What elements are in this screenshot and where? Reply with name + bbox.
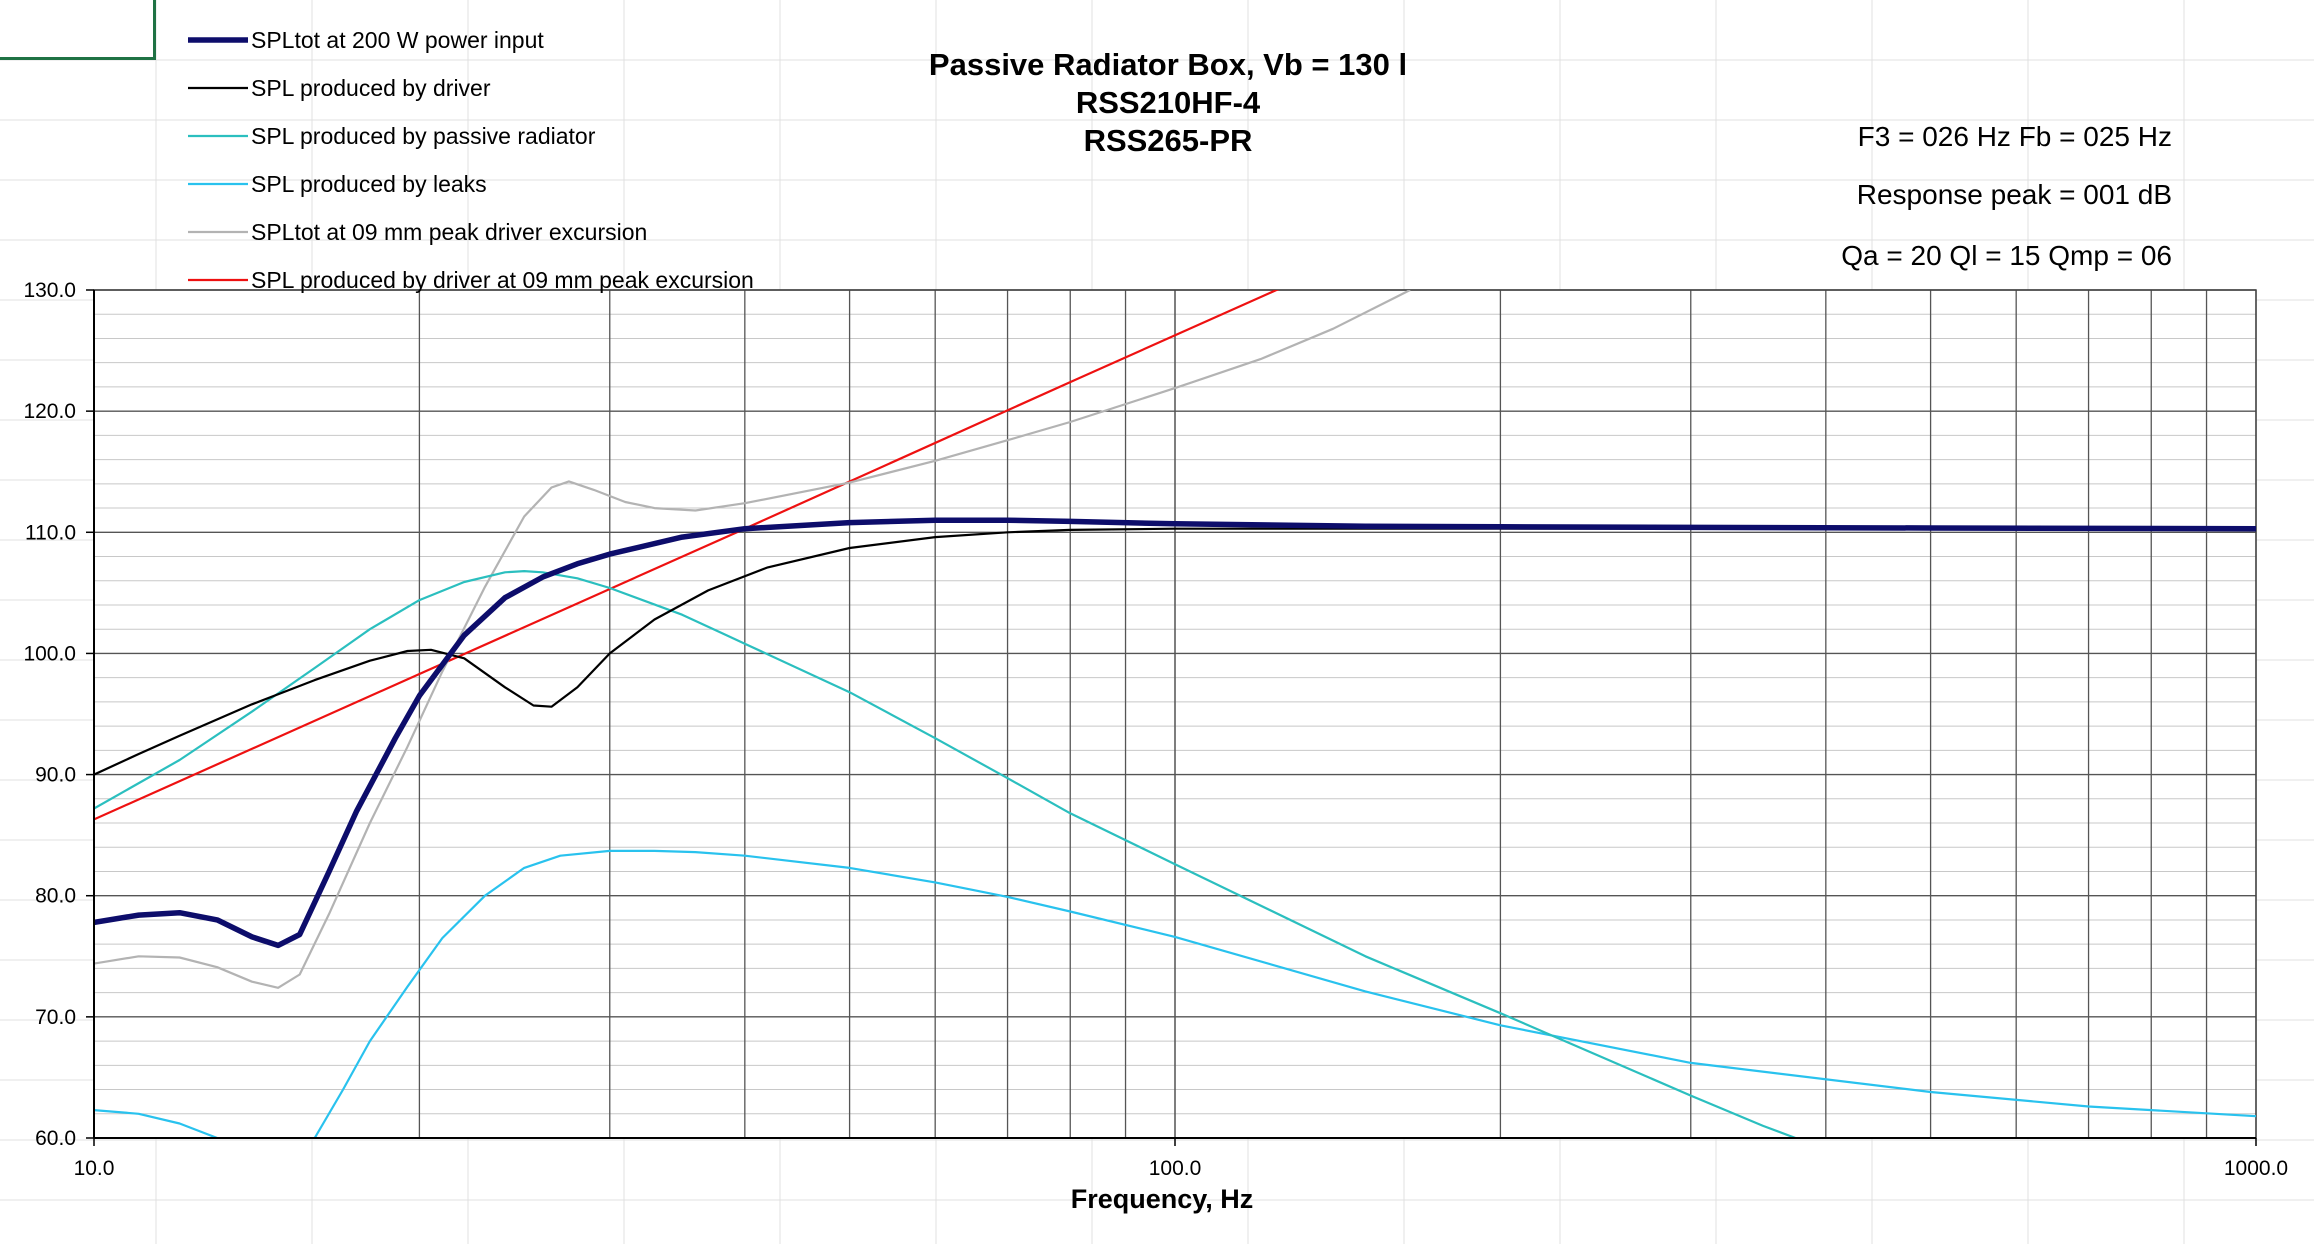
y-tick-label: 100.0	[23, 642, 76, 665]
info-q-values: Qa = 20 Ql = 15 Qmp = 06	[1841, 240, 2172, 271]
y-tick-label: 120.0	[23, 400, 76, 423]
chart-title-line-3: RSS265-PR	[1084, 123, 1253, 158]
legend-label-5: SPL produced by driver at 09 mm peak exc…	[251, 267, 754, 293]
legend: SPLtot at 200 W power input SPL produced …	[188, 27, 754, 293]
y-tick-label: 110.0	[25, 521, 76, 544]
plot-axes: 60.0 70.0 80.0 90.0 100.0 110.0 120.0 130.0 10.0…	[23, 279, 2288, 1180]
legend-label-0: SPLtot at 200 W power input	[251, 27, 544, 53]
y-tick-label: 90.0	[35, 764, 76, 787]
y-tick-label: 130.0	[23, 279, 76, 302]
plot-series	[94, 290, 2256, 1138]
legend-label-4: SPLtot at 09 mm peak driver excursion	[251, 219, 647, 245]
info-f3-fb: F3 = 026 Hz Fb = 025 Hz	[1858, 121, 2172, 152]
y-tick-label: 70.0	[35, 1006, 76, 1029]
info-response-peak: Response peak = 001 dB	[1857, 179, 2172, 210]
series-line-2	[94, 570, 1796, 1138]
series-line-4	[94, 290, 1411, 989]
y-tick-label: 60.0	[35, 1127, 76, 1150]
y-tick-label: 80.0	[35, 885, 76, 908]
series-line-1	[94, 527, 2256, 776]
selected-cell[interactable]	[0, 0, 156, 60]
series-line-0	[94, 517, 2256, 949]
x-tick-label: 100.0	[1149, 1157, 1202, 1180]
legend-label-3: SPL produced by leaks	[251, 171, 487, 197]
series-line-3	[313, 849, 2256, 1138]
x-tick-label: 1000.0	[2224, 1157, 2288, 1180]
x-axis-title: Frequency, Hz	[1071, 1184, 1254, 1214]
chart-title-line-2: RSS210HF-4	[1076, 85, 1261, 120]
chart-title-line-1: Passive Radiator Box, Vb = 130 l	[929, 47, 1407, 82]
series-line-3	[94, 1109, 218, 1138]
legend-label-2: SPL produced by passive radiator	[251, 123, 596, 149]
x-tick-label: 10.0	[74, 1157, 115, 1180]
legend-label-1: SPL produced by driver	[251, 75, 491, 101]
